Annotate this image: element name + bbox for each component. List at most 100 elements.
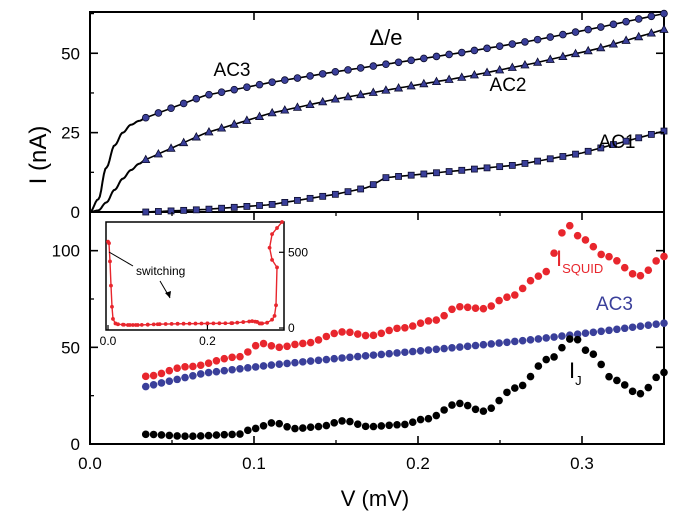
point-i-squid xyxy=(377,329,386,338)
point-ac3 xyxy=(361,352,370,360)
marker-ac1 xyxy=(154,208,162,215)
marker-ac2 xyxy=(545,54,555,63)
inset-point xyxy=(199,321,204,326)
point-i-j xyxy=(401,420,409,429)
point-ac3 xyxy=(448,344,456,352)
point-ac3 xyxy=(408,347,417,356)
point-ac3 xyxy=(165,377,174,385)
switching-arrow-line xyxy=(108,251,134,267)
marker-ac2 xyxy=(242,115,252,124)
marker-ac1 xyxy=(572,150,579,158)
marker-ac1 xyxy=(281,198,289,206)
marker-ac1 xyxy=(205,205,213,213)
marker-ac2 xyxy=(393,83,404,92)
marker-ac1 xyxy=(470,165,478,173)
inset-x-tick-label: 0.2 xyxy=(199,334,216,348)
inset-point xyxy=(211,321,216,326)
point-i-j xyxy=(408,418,417,426)
marker-ac2 xyxy=(608,39,619,48)
point-i-squid xyxy=(526,276,535,285)
point-i-squid xyxy=(275,343,284,352)
inset-point xyxy=(169,321,174,326)
point-i-squid xyxy=(550,249,558,257)
inset-point xyxy=(130,323,135,327)
point-i-squid xyxy=(220,354,229,363)
marker-ac1 xyxy=(597,144,605,152)
marker-ac1 xyxy=(268,201,276,208)
point-ac3 xyxy=(236,364,244,373)
marker-ac3 xyxy=(356,64,365,72)
point-i-j xyxy=(550,353,558,361)
point-i-j xyxy=(542,355,551,364)
marker-ac3 xyxy=(445,50,453,59)
point-i-squid xyxy=(267,341,276,350)
point-i-squid xyxy=(581,236,590,244)
marker-ac1 xyxy=(256,202,263,209)
marker-ac1 xyxy=(243,203,251,210)
point-i-squid xyxy=(479,304,488,313)
marker-ac3 xyxy=(230,85,239,94)
point-i-j xyxy=(432,411,441,420)
point-ac3 xyxy=(259,362,268,370)
point-i-squid xyxy=(157,369,166,378)
marker-ac3 xyxy=(306,72,314,80)
point-ac3 xyxy=(550,333,558,341)
marker-ac3 xyxy=(457,48,466,57)
point-i-j xyxy=(628,387,637,396)
point-i-j xyxy=(291,424,299,433)
marker-ac1 xyxy=(192,206,200,214)
marker-ac2 xyxy=(431,76,442,86)
point-i-squid xyxy=(660,252,668,261)
point-i-squid xyxy=(291,340,299,349)
marker-ac2 xyxy=(659,24,669,33)
point-ac3 xyxy=(644,321,653,330)
point-ac3 xyxy=(558,332,566,340)
point-i-j xyxy=(479,407,488,415)
inset-point xyxy=(270,317,274,322)
marker-ac3 xyxy=(154,109,163,117)
point-i-j xyxy=(385,421,393,430)
marker-ac2 xyxy=(520,59,530,69)
series-label-ac3-bottom: AC3 xyxy=(596,294,633,315)
marker-ac2 xyxy=(292,102,303,111)
point-i-j xyxy=(416,415,425,424)
inset-point xyxy=(259,321,264,326)
marker-ac1 xyxy=(319,192,327,200)
point-i-j xyxy=(244,426,252,435)
point-ac3 xyxy=(526,336,535,344)
point-i-j xyxy=(322,421,331,430)
point-i-squid xyxy=(181,363,189,371)
point-i-j xyxy=(487,404,496,412)
point-ac3 xyxy=(597,327,605,336)
point-i-squid xyxy=(165,366,174,375)
top-y-tick-label: 0 xyxy=(71,203,80,222)
point-ac3 xyxy=(251,363,260,371)
point-i-j xyxy=(189,432,197,441)
bottom-y-tick-label: 50 xyxy=(61,338,80,357)
marker-ac2 xyxy=(495,64,505,74)
point-i-j xyxy=(589,350,598,359)
point-i-squid xyxy=(503,293,511,301)
point-ac3 xyxy=(291,358,299,367)
marker-ac3 xyxy=(622,17,630,26)
point-ac3 xyxy=(369,351,378,359)
point-i-j xyxy=(361,422,370,431)
marker-ac1 xyxy=(584,147,592,155)
inset-point xyxy=(111,317,115,321)
point-i-squid xyxy=(204,359,213,367)
marker-ac3 xyxy=(255,80,264,89)
point-i-j xyxy=(456,399,464,408)
point-i-squid xyxy=(149,371,158,380)
point-i-squid xyxy=(228,353,236,362)
marker-ac3 xyxy=(217,88,226,96)
inset-point xyxy=(108,259,112,264)
inset-point xyxy=(217,321,222,326)
point-i-j xyxy=(597,360,605,369)
point-ac3 xyxy=(471,341,480,350)
point-i-squid xyxy=(393,324,401,333)
marker-ac2 xyxy=(141,154,151,164)
point-i-j xyxy=(149,430,158,439)
marker-ac3 xyxy=(420,54,428,63)
marker-ac2 xyxy=(343,91,353,101)
